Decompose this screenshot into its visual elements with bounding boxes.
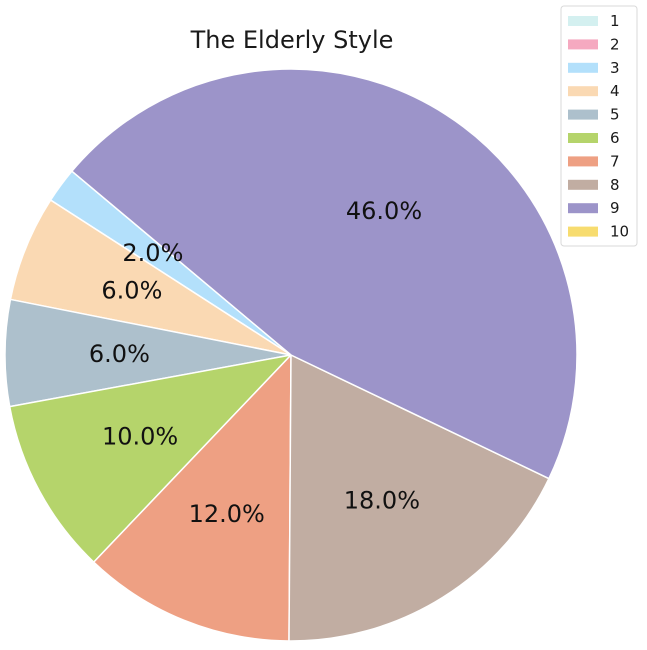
pie-slices xyxy=(4,68,578,642)
pie-percent-labels: 2.0% 6.0% 6.0% 10.0% 12.0% 18.0% 46.0% xyxy=(89,197,422,528)
pie-slice-6 xyxy=(8,353,294,564)
pie-label-6: 10.0% xyxy=(102,423,178,451)
legend-label-8: 8 xyxy=(610,176,620,194)
legend-swatch-7 xyxy=(568,156,598,167)
legend-swatch-2 xyxy=(568,39,598,50)
legend-label-10: 10 xyxy=(610,223,629,241)
pie-label-4: 6.0% xyxy=(101,277,162,305)
legend-swatch-5 xyxy=(568,109,598,120)
legend-swatch-8 xyxy=(568,179,598,190)
pie-slice-9 xyxy=(70,68,578,480)
legend-label-4: 4 xyxy=(610,82,620,100)
legend-label-3: 3 xyxy=(610,59,620,77)
pie-label-9: 46.0% xyxy=(346,197,422,225)
legend-label-6: 6 xyxy=(610,129,620,147)
pie-label-5: 6.0% xyxy=(89,340,150,368)
legend-label-7: 7 xyxy=(610,152,620,170)
legend: 1 2 3 4 5 6 7 8 9 10 xyxy=(560,5,638,247)
legend-label-5: 5 xyxy=(610,106,620,124)
legend-label-2: 2 xyxy=(610,35,620,53)
legend-items: 1 2 3 4 5 6 7 8 9 10 xyxy=(568,12,629,241)
legend-swatch-4 xyxy=(568,86,598,97)
pie-label-8: 18.0% xyxy=(344,487,420,515)
legend-swatch-1 xyxy=(568,16,598,26)
pie-label-3: 2.0% xyxy=(122,239,183,267)
legend-swatch-3 xyxy=(568,62,598,73)
legend-label-9: 9 xyxy=(610,199,620,217)
legend-swatch-10 xyxy=(568,226,598,237)
chart-title: The Elderly Style xyxy=(190,26,394,54)
pie-slice-8 xyxy=(288,353,550,642)
pie-label-7: 12.0% xyxy=(189,500,265,528)
pie-slice-7 xyxy=(92,353,292,642)
legend-swatch-9 xyxy=(568,203,598,214)
legend-label-1: 1 xyxy=(610,12,620,30)
legend-swatch-6 xyxy=(568,133,598,143)
